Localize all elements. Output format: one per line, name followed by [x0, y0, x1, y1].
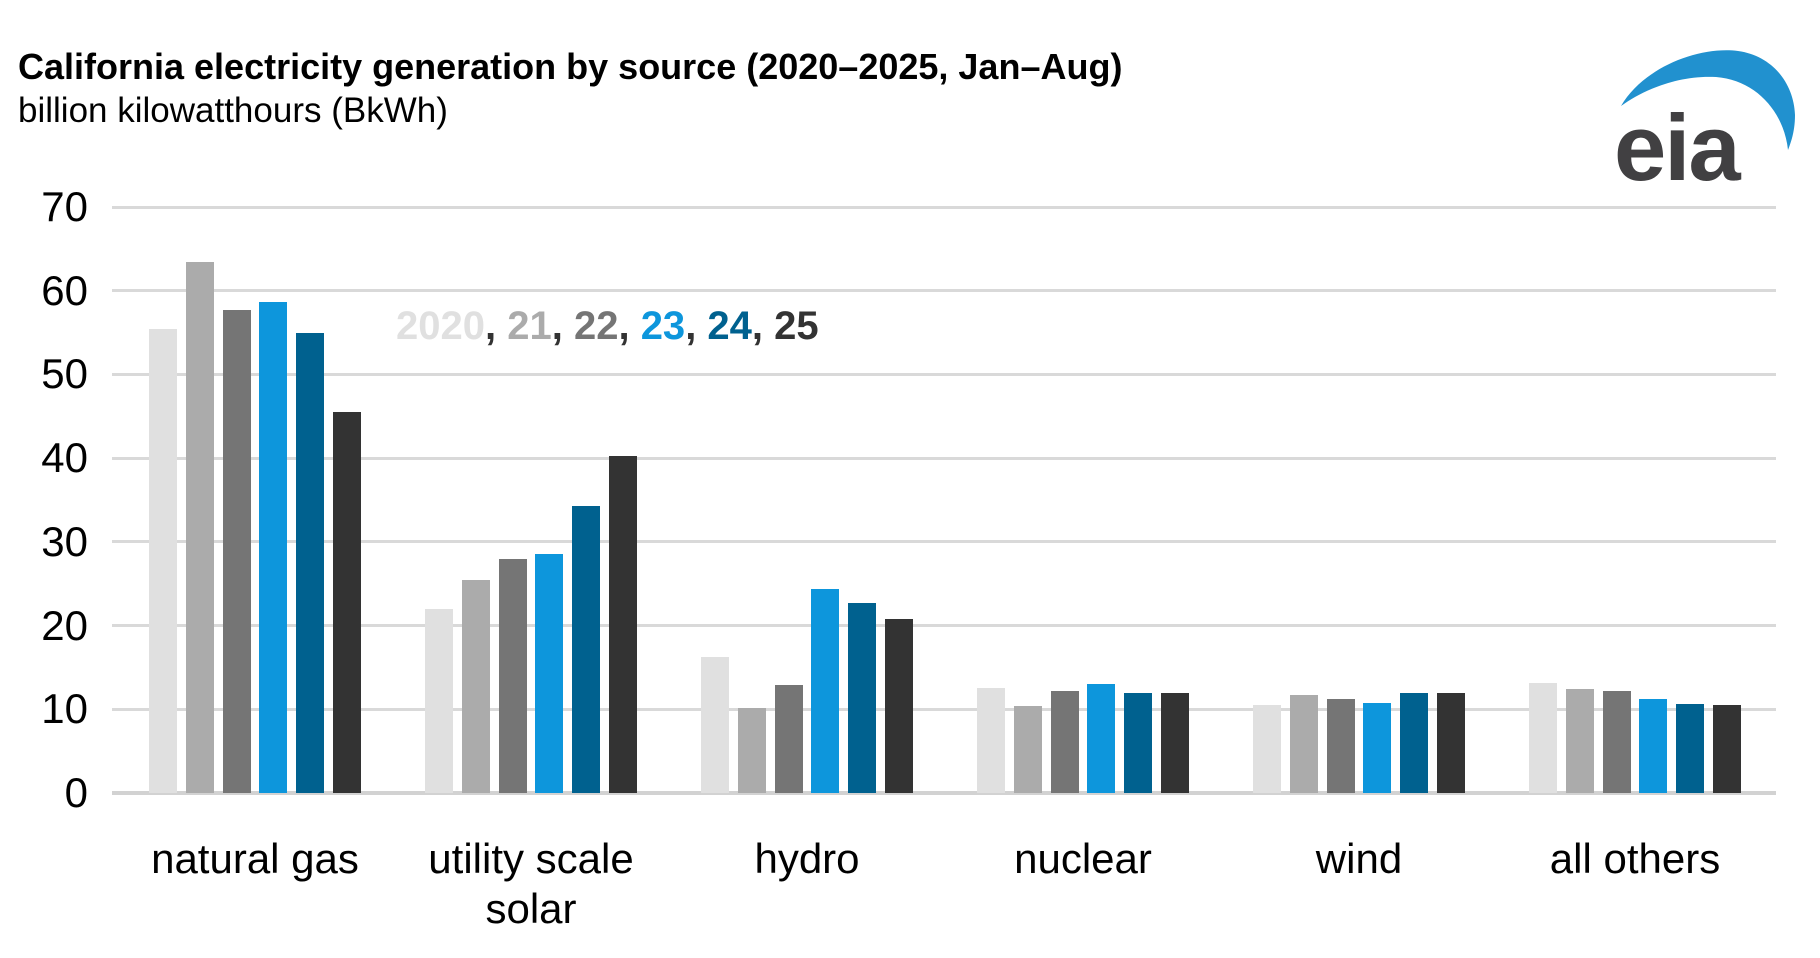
bar-hydro-25	[885, 619, 913, 793]
x-category-label-line: nuclear	[1014, 835, 1152, 882]
legend-separator: ,	[685, 304, 708, 348]
bar-natural-gas-24	[296, 333, 324, 793]
legend-year-2020: 2020	[396, 304, 485, 348]
y-tick-label: 70	[41, 183, 88, 230]
x-category-label-nuclear: nuclear	[913, 834, 1253, 884]
x-category-label-natural-gas: natural gas	[85, 834, 425, 884]
bar-all-others-22	[1603, 691, 1631, 793]
bar-hydro-22	[775, 685, 803, 793]
legend-separator: ,	[618, 304, 641, 348]
bar-utility-scale-solar-25	[609, 456, 637, 793]
bar-utility-scale-solar-24	[572, 506, 600, 793]
gridline	[112, 707, 1776, 711]
chart-legend: 2020, 21, 22, 23, 24, 25	[396, 306, 819, 346]
legend-year-24: 24	[707, 304, 752, 348]
x-category-label-line: wind	[1315, 835, 1403, 882]
y-tick-label: 40	[41, 434, 88, 482]
bar-utility-scale-solar-21	[462, 580, 490, 793]
x-axis-baseline	[112, 791, 1776, 795]
bar-natural-gas-23	[259, 302, 287, 793]
y-tick-label: 30	[41, 517, 88, 565]
x-category-label-line: natural gas	[151, 835, 359, 882]
legend-year-21: 21	[507, 304, 552, 348]
bar-hydro-2020	[701, 657, 729, 793]
chart-title: California electricity generation by sou…	[18, 46, 1123, 87]
bar-utility-scale-solar-23	[535, 554, 563, 793]
bar-wind-24	[1400, 693, 1428, 793]
bar-hydro-23	[811, 589, 839, 793]
bar-utility-scale-solar-2020	[425, 609, 453, 793]
legend-year-25: 25	[774, 304, 819, 348]
bar-utility-scale-solar-22	[499, 559, 527, 793]
bar-all-others-21	[1566, 689, 1594, 793]
y-tick-label: 20	[41, 601, 88, 649]
bar-all-others-24	[1676, 704, 1704, 793]
chart-subtitle: billion kilowatthours (BkWh)	[18, 91, 448, 130]
y-tick-label: 10	[41, 685, 88, 733]
bar-natural-gas-25	[333, 412, 361, 793]
gridline	[112, 205, 1776, 209]
eia-logo: eia	[1608, 40, 1808, 200]
gridline	[112, 289, 1776, 293]
bar-nuclear-23	[1087, 684, 1115, 793]
gridline	[112, 372, 1776, 376]
bar-all-others-25	[1713, 705, 1741, 793]
bar-wind-21	[1290, 695, 1318, 793]
bar-hydro-21	[738, 708, 766, 793]
x-category-label-utility-scale-solar: utility scale solar	[361, 834, 701, 934]
y-tick-label: 60	[41, 266, 88, 314]
bar-wind-2020	[1253, 705, 1281, 793]
bar-nuclear-25	[1161, 693, 1189, 793]
legend-year-22: 22	[573, 304, 619, 348]
eia-swoosh-icon: eia	[1614, 50, 1795, 200]
bar-nuclear-21	[1014, 706, 1042, 793]
legend-separator: ,	[484, 304, 508, 348]
x-category-label-line: hydro	[754, 835, 860, 882]
legend-separator: ,	[551, 304, 574, 348]
y-tick-label: 50	[41, 350, 88, 398]
bar-hydro-24	[848, 603, 876, 793]
gridline	[112, 624, 1776, 628]
x-category-label-line: solar	[485, 885, 577, 932]
bar-wind-23	[1363, 703, 1391, 793]
y-tick-label: 0	[64, 769, 88, 816]
legend-separator: ,	[751, 304, 775, 348]
x-category-label-hydro: hydro	[637, 834, 977, 884]
bar-wind-22	[1327, 699, 1355, 793]
x-category-label-all-others: all others	[1465, 834, 1805, 884]
bar-nuclear-2020	[977, 688, 1005, 793]
bar-wind-25	[1437, 693, 1465, 793]
x-category-label-wind: wind	[1189, 834, 1529, 884]
bar-all-others-23	[1639, 699, 1667, 793]
bar-nuclear-24	[1124, 693, 1152, 793]
bar-natural-gas-21	[186, 262, 214, 793]
x-category-label-line: all others	[1549, 835, 1721, 882]
bar-natural-gas-2020	[149, 329, 177, 793]
gridline	[112, 540, 1776, 544]
bar-natural-gas-22	[223, 310, 251, 793]
x-category-label-line: utility scale	[428, 835, 634, 882]
eia-logo-text: eia	[1614, 95, 1741, 188]
bar-all-others-2020	[1529, 683, 1557, 793]
legend-year-23: 23	[640, 304, 686, 348]
bar-nuclear-22	[1051, 691, 1079, 793]
gridline	[112, 456, 1776, 460]
